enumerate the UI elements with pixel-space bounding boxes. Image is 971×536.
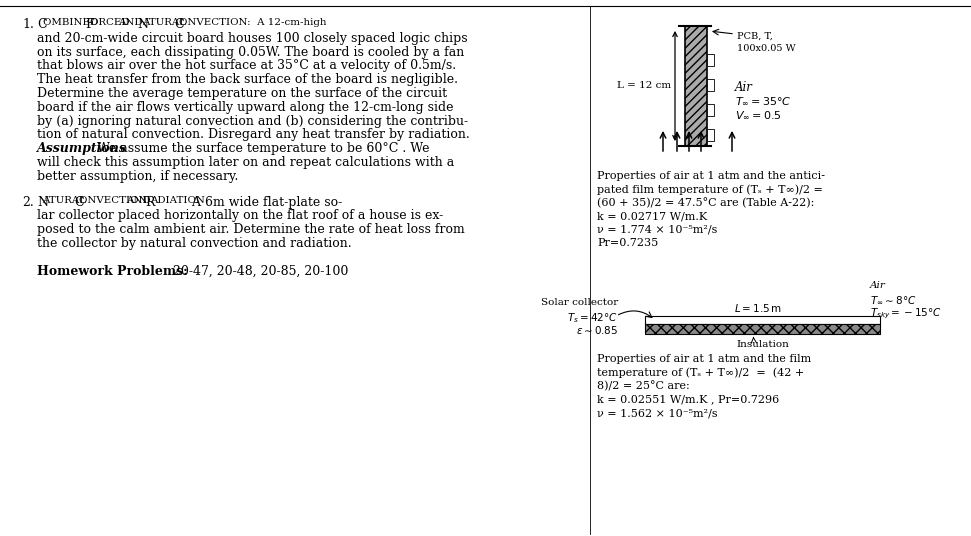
Text: The heat transfer from the back surface of the board is negligible.: The heat transfer from the back surface … xyxy=(37,73,458,86)
Text: that blows air over the hot surface at 35°C at a velocity of 0.5m/s.: that blows air over the hot surface at 3… xyxy=(37,59,456,72)
Text: lar collector placed horizontally on the flat roof of a house is ex-: lar collector placed horizontally on the… xyxy=(37,210,443,222)
Text: $T_{sky} = -15°C$: $T_{sky} = -15°C$ xyxy=(870,307,942,322)
Text: board if the air flows vertically upward along the 12-cm-long side: board if the air flows vertically upward… xyxy=(37,101,453,114)
Text: ONVECTION:  A 12-cm-high: ONVECTION: A 12-cm-high xyxy=(179,18,326,27)
Text: OMBINED: OMBINED xyxy=(43,18,101,27)
Text: Air: Air xyxy=(870,281,886,290)
Text: posed to the calm ambient air. Determine the rate of heat loss from: posed to the calm ambient air. Determine… xyxy=(37,223,465,236)
Text: N: N xyxy=(37,196,48,209)
Text: $T_s = 42°C$: $T_s = 42°C$ xyxy=(567,311,618,325)
Text: temperature of (Tₛ + T∞)/2  =  (42 +: temperature of (Tₛ + T∞)/2 = (42 + xyxy=(597,368,804,378)
Text: k = 0.02551 W/m.K , Pr=0.7296: k = 0.02551 W/m.K , Pr=0.7296 xyxy=(597,394,780,405)
Text: A 6m wide flat-plate so-: A 6m wide flat-plate so- xyxy=(188,196,342,209)
Text: Insulation: Insulation xyxy=(736,340,788,349)
Text: k = 0.02717 W/m.K: k = 0.02717 W/m.K xyxy=(597,212,707,221)
Text: ν = 1.562 × 10⁻⁵m²/s: ν = 1.562 × 10⁻⁵m²/s xyxy=(597,408,718,418)
Bar xyxy=(707,104,714,116)
Text: Air: Air xyxy=(735,81,753,94)
Bar xyxy=(707,129,714,141)
Text: better assumption, if necessary.: better assumption, if necessary. xyxy=(37,170,238,183)
Text: 8)/2 = 25°C are:: 8)/2 = 25°C are: xyxy=(597,381,689,392)
Text: F: F xyxy=(85,18,93,31)
Text: C: C xyxy=(174,18,184,31)
Text: R: R xyxy=(145,196,154,209)
Text: the collector by natural convection and radiation.: the collector by natural convection and … xyxy=(37,237,352,250)
Bar xyxy=(685,26,707,146)
Text: AND: AND xyxy=(126,196,153,205)
Text: C: C xyxy=(74,196,84,209)
Text: 100x0.05 W: 100x0.05 W xyxy=(737,44,795,53)
Text: 20-47, 20-48, 20-85, 20-100: 20-47, 20-48, 20-85, 20-100 xyxy=(157,265,349,278)
Bar xyxy=(645,324,880,334)
Bar xyxy=(645,316,880,324)
Text: PCB, T,: PCB, T, xyxy=(737,32,773,41)
Text: will check this assumption later on and repeat calculations with a: will check this assumption later on and … xyxy=(37,156,454,169)
Text: ONVECTION: ONVECTION xyxy=(79,196,151,205)
Text: 2.: 2. xyxy=(22,196,34,209)
Text: $V_\infty = 0.5$: $V_\infty = 0.5$ xyxy=(735,109,782,121)
Text: L = 12 cm: L = 12 cm xyxy=(617,81,671,91)
Text: $L = 1.5\,\rm{m}$: $L = 1.5\,\rm{m}$ xyxy=(733,302,782,314)
Text: pated film temperature of (Tₛ + T∞)/2 =: pated film temperature of (Tₛ + T∞)/2 = xyxy=(597,184,822,195)
Text: ORCED: ORCED xyxy=(90,18,133,27)
Text: ADIATION: ADIATION xyxy=(150,196,205,205)
Text: ATURAL: ATURAL xyxy=(142,18,189,27)
Text: by (a) ignoring natural convection and (b) considering the contribu-: by (a) ignoring natural convection and (… xyxy=(37,115,468,128)
Text: and 20-cm-wide circuit board houses 100 closely spaced logic chips: and 20-cm-wide circuit board houses 100 … xyxy=(37,32,468,45)
Text: $T_\infty = 35°C$: $T_\infty = 35°C$ xyxy=(735,95,791,107)
Text: Pr=0.7235: Pr=0.7235 xyxy=(597,239,658,249)
Text: C: C xyxy=(37,18,47,31)
Text: $T_\infty \sim 8°C$: $T_\infty \sim 8°C$ xyxy=(870,294,917,306)
Text: tion of natural convection. Disregard any heat transfer by radiation.: tion of natural convection. Disregard an… xyxy=(37,129,470,142)
Text: Assumptions: Assumptions xyxy=(37,142,127,155)
Text: Properties of air at 1 atm and the film: Properties of air at 1 atm and the film xyxy=(597,354,811,364)
Text: Homework Problems:: Homework Problems: xyxy=(37,265,187,278)
Text: ν = 1.774 × 10⁻⁵m²/s: ν = 1.774 × 10⁻⁵m²/s xyxy=(597,225,718,235)
Text: Determine the average temperature on the surface of the circuit: Determine the average temperature on the… xyxy=(37,87,447,100)
Text: Solar collector: Solar collector xyxy=(541,298,618,307)
Text: Properties of air at 1 atm and the antici-: Properties of air at 1 atm and the antic… xyxy=(597,171,825,181)
Text: on its surface, each dissipating 0.05W. The board is cooled by a fan: on its surface, each dissipating 0.05W. … xyxy=(37,46,464,58)
Text: AND: AND xyxy=(118,18,146,27)
Text: 1.: 1. xyxy=(22,18,34,31)
Bar xyxy=(707,54,714,66)
Text: ATURAL: ATURAL xyxy=(42,196,89,205)
Text: We assume the surface temperature to be 60°C . We: We assume the surface temperature to be … xyxy=(97,142,429,155)
Text: (60 + 35)/2 = 47.5°C are (Table A-22):: (60 + 35)/2 = 47.5°C are (Table A-22): xyxy=(597,198,815,209)
Text: $\varepsilon \sim 0.85$: $\varepsilon \sim 0.85$ xyxy=(576,324,618,336)
Text: N: N xyxy=(137,18,148,31)
Bar xyxy=(707,79,714,91)
